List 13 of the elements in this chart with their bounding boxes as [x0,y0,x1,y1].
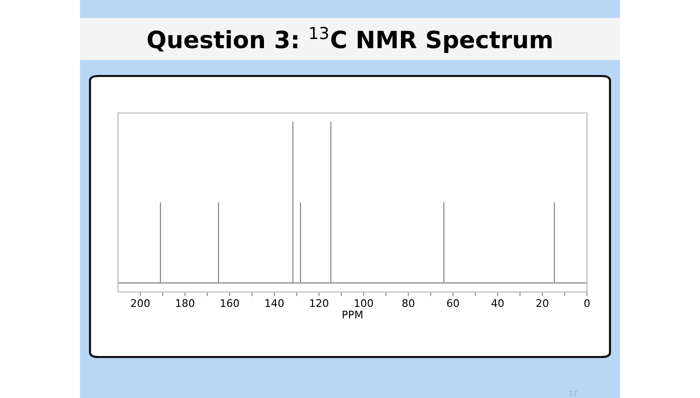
x-axis-title: PPM [342,310,362,318]
x-tick-label: 140 [266,299,284,308]
x-tick-label: 180 [176,299,194,308]
x-tick-label: 160 [220,299,239,308]
x-tick-label: 120 [310,299,328,308]
x-tick-label: 200 [131,299,150,308]
x-tick-label: 40 [492,299,504,308]
x-tick-label: 0 [584,299,590,308]
chart-title: Question 3: $^{13}$C NMR Spectrum [148,26,552,53]
x-tick-label: 100 [354,299,373,308]
x-tick-label: 80 [402,299,414,308]
x-tick-label: 60 [447,299,459,308]
x-tick-label: 20 [536,299,548,308]
